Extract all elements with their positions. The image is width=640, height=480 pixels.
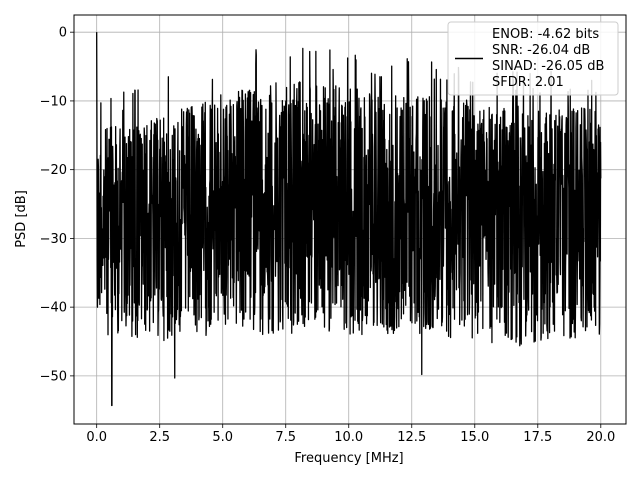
x-axis-ticks: 0.0 2.5 5.0 7.5 10.0 12.5 15.0 17.5 20.0 xyxy=(86,424,615,445)
x-axis-label: Frequency [MHz] xyxy=(294,451,403,466)
legend-label-enob: ENOB: -4.62 bits xyxy=(492,27,599,42)
y-tick-label: −20 xyxy=(40,163,67,178)
y-tick-label: −40 xyxy=(40,301,67,316)
psd-series-line xyxy=(96,32,602,407)
y-axis-label: PSD [dB] xyxy=(14,190,29,248)
y-tick-label: 0 xyxy=(59,26,67,41)
x-tick-label: 2.5 xyxy=(149,430,170,445)
x-tick-label: 0.0 xyxy=(86,430,107,445)
legend: ENOB: -4.62 bits SNR: -26.04 dB SINAD: -… xyxy=(447,21,619,96)
y-axis-ticks: 0 −10 −20 −30 −40 −50 xyxy=(40,26,74,384)
x-tick-label: 20.0 xyxy=(586,430,615,445)
x-tick-label: 10.0 xyxy=(334,430,363,445)
plot-frame xyxy=(73,14,627,425)
y-tick-label: −50 xyxy=(40,369,67,384)
x-tick-label: 7.5 xyxy=(275,430,296,445)
series-layer xyxy=(96,32,602,407)
y-tick-label: −30 xyxy=(40,232,67,247)
legend-label-sinad: SINAD: -26.05 dB xyxy=(492,59,604,74)
x-tick-label: 17.5 xyxy=(523,430,552,445)
y-tick-label: −10 xyxy=(40,94,67,109)
legend-label-sfdr: SFDR: 2.01 xyxy=(492,75,564,90)
legend-box xyxy=(447,21,619,96)
x-tick-label: 15.0 xyxy=(460,430,489,445)
x-tick-label: 12.5 xyxy=(397,430,426,445)
legend-label-snr: SNR: -26.04 dB xyxy=(492,43,590,58)
x-tick-label: 5.0 xyxy=(212,430,233,445)
